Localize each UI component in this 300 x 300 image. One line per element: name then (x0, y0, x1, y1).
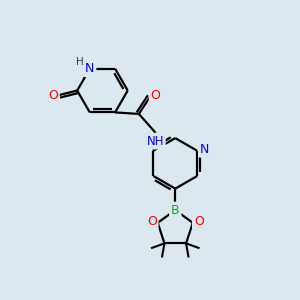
Text: H: H (76, 57, 84, 67)
Text: O: O (147, 215, 157, 228)
Text: O: O (48, 88, 58, 101)
Text: N: N (200, 143, 209, 156)
Text: B: B (171, 203, 180, 217)
Text: O: O (194, 215, 204, 228)
Text: NH: NH (146, 135, 164, 148)
Text: N: N (85, 62, 94, 75)
Text: O: O (151, 89, 160, 102)
